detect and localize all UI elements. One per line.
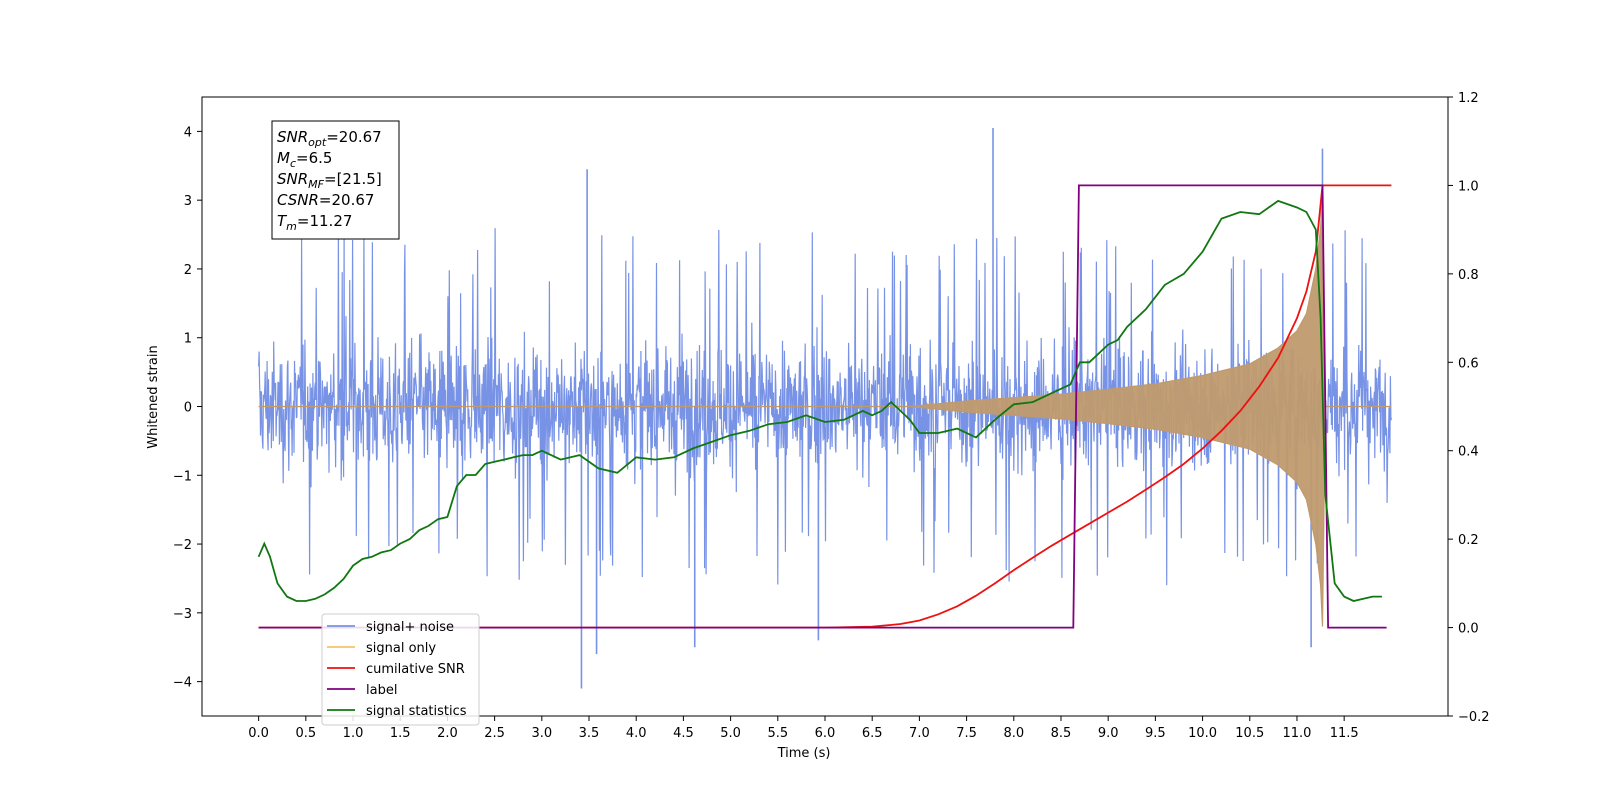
legend: signal+ noise signal only cumilative SNR la… [321,613,480,726]
axes: 0.0 0.5 1.0 1.5 2.0 2.5 3.0 3.5 4.0 4.5 5.0 5.5 6.0 6… [173,91,1490,741]
series-label-line [258,184,1387,629]
x-tick-label: 6.5 [862,726,883,741]
y-left-tick-label: −3 [173,607,192,622]
legend-item-label: signal statistics [366,704,467,719]
x-tick-label: 4.0 [626,726,647,741]
annotation-line: SNRopt=20.67 [277,128,382,149]
x-tick-label: 8.0 [1003,726,1024,741]
legend-item-label: signal only [366,641,436,656]
y-right-tick-label: 1.2 [1458,91,1479,106]
y-left-tick-label: −4 [173,676,192,691]
x-tick-label: 9.5 [1145,726,1166,741]
x-tick-label: 3.5 [579,726,600,741]
y-right-tick-label: 0.2 [1458,533,1479,548]
x-tick-label: 11.0 [1282,726,1311,741]
x-tick-label: 2.5 [484,726,505,741]
annotation-frame [271,120,400,240]
x-tick-label: 10.5 [1235,726,1264,741]
y-left-tick-label: −1 [173,469,192,484]
y-left-tick-label: 4 [184,125,192,140]
y-left-tick-label: −2 [173,538,192,553]
y-right-tick-label: 0.8 [1458,268,1479,283]
series-signal-statistics-line [257,199,1382,602]
plot-area [257,127,1392,689]
series-signal-only-envelope [258,186,1392,627]
x-tick-label: 1.5 [390,726,411,741]
x-tick-label: 5.0 [720,726,741,741]
x-tick-label: 7.0 [909,726,930,741]
y-right-tick-label: 0.4 [1458,445,1479,460]
x-tick-label: 8.5 [1051,726,1072,741]
y-right-tick-label: −0.2 [1458,710,1490,725]
legend-item-label: label [366,683,397,698]
x-tick-label: 2.0 [437,726,458,741]
x-tick-label: 7.5 [956,726,977,741]
legend-frame [321,613,480,726]
y-right-tick-label: 1.0 [1458,179,1479,194]
x-axis-label: Time (s) [777,746,831,761]
annotation-line: SNRMF=[21.5] [277,170,382,191]
annotation-line: Mc=6.5 [277,149,332,170]
y-left-tick-label: 0 [184,401,192,416]
snr-annotation-box: SNRopt=20.67Mc=6.5SNRMF=[21.5]CSNR=20.67… [271,120,400,240]
x-tick-label: 11.5 [1330,726,1359,741]
x-tick-label: 10.0 [1188,726,1217,741]
annotation-line: Tm=11.27 [277,212,352,233]
x-tick-label: 9.0 [1098,726,1119,741]
x-tick-label: 3.0 [531,726,552,741]
x-tick-label: 4.5 [673,726,694,741]
x-tick-label: 5.5 [767,726,788,741]
series-cumulative-snr-line [258,184,1392,629]
annotation-line: CSNR=20.67 [277,191,374,209]
x-tick-label: 0.0 [248,726,269,741]
x-tick-label: 1.0 [343,726,364,741]
x-tick-label: 0.5 [295,726,316,741]
y-axis-label-left: Whitened strain [146,345,161,448]
legend-item-label: signal+ noise [366,620,454,635]
y-right-tick-label: 0.0 [1458,622,1479,637]
y-left-tick-label: 3 [184,194,192,209]
x-tick-label: 6.0 [815,726,836,741]
plot-clip-group [257,127,1392,689]
y-left-tick-label: 2 [184,263,192,278]
legend-item-label: cumilative SNR [366,662,465,677]
y-right-tick-label: 0.6 [1458,356,1479,371]
y-left-tick-label: 1 [184,332,192,347]
